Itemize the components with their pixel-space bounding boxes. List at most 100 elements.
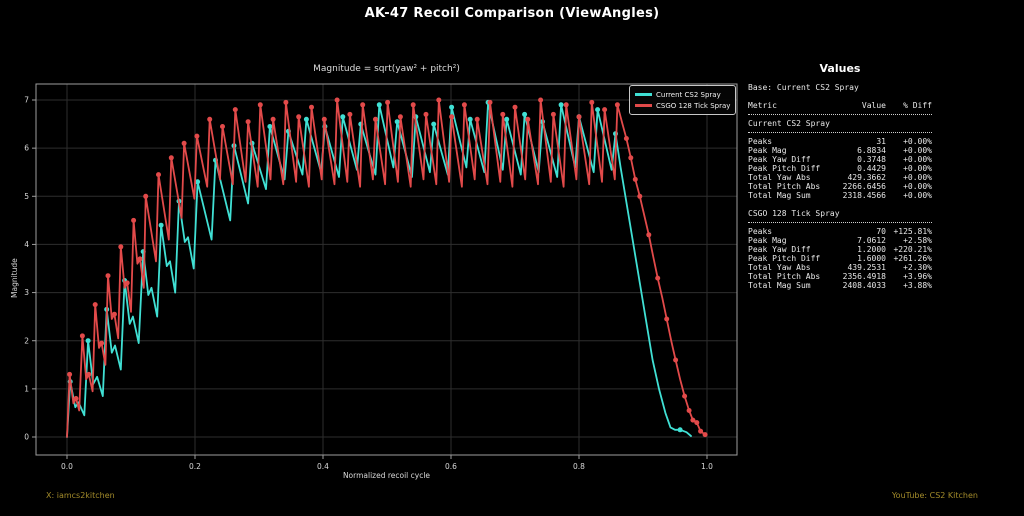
values-cell: +0.00% (903, 146, 932, 155)
series-marker-1 (500, 111, 506, 117)
series-marker-1 (550, 111, 556, 117)
values-cell: +3.96% (903, 272, 932, 281)
series-marker-1 (67, 371, 73, 377)
series-marker-1 (576, 114, 582, 120)
x-tick-label: 0.4 (317, 462, 329, 471)
chart-subtitle: Magnitude = sqrt(yaw² + pitch²) (313, 64, 460, 74)
x-axis-label: Normalized recoil cycle (342, 471, 431, 480)
x-tick-label: 0.0 (61, 462, 73, 471)
values-row: Total Yaw Abs 439.2531 +2.30% (748, 263, 932, 272)
series-marker-0 (195, 179, 201, 185)
series-marker-1 (664, 316, 670, 322)
series-marker-1 (682, 393, 688, 399)
series-marker-0 (394, 119, 400, 125)
series-marker-1 (474, 116, 480, 122)
series-marker-1 (245, 119, 251, 125)
series-marker-0 (449, 104, 455, 110)
values-cell: Peak Yaw Diff (748, 155, 811, 164)
values-section-name: Current CS2 Spray (748, 119, 830, 128)
values-cell: Total Yaw Abs (748, 263, 811, 272)
y-tick-label: 0 (24, 433, 29, 442)
values-cell: +3.88% (903, 281, 932, 290)
values-row: Total Pitch Abs 2356.4918 +3.96% (748, 272, 932, 281)
values-cell: 429.3662 (847, 173, 886, 182)
series-marker-1 (602, 107, 608, 113)
values-cell: Peak Pitch Diff (748, 164, 821, 173)
series-line-1 (66, 99, 706, 438)
values-cell: Metric (748, 101, 777, 110)
values-cell: 6.8834 (857, 146, 886, 155)
values-cell: Peak Mag (748, 236, 787, 245)
x-tick-label: 0.2 (189, 462, 201, 471)
dotted-separator (748, 110, 932, 115)
series-marker-1 (270, 116, 276, 122)
series-marker-0 (595, 107, 601, 113)
values-cell: +0.00% (903, 155, 932, 164)
series-marker-1 (296, 114, 302, 120)
y-tick-label: 3 (24, 288, 29, 297)
values-cell: 2266.6456 (842, 182, 886, 191)
values-row: Peak Mag 6.8834 +0.00% (748, 146, 932, 155)
series-marker-1 (220, 124, 225, 129)
y-tick-label: 4 (24, 240, 29, 249)
chart-legend: Current CS2 Spray CSGO 128 Tick Spray (629, 85, 736, 115)
series-marker-1 (512, 104, 518, 110)
legend-item-cs2: Current CS2 Spray (635, 89, 730, 100)
values-cell: Total Pitch Abs (748, 272, 821, 281)
y-axis-label: Magnitude (10, 258, 19, 298)
plot-frame (35, 83, 738, 456)
values-cell: 2408.4033 (842, 281, 886, 290)
values-cell: +0.00% (903, 173, 932, 182)
series-marker-1 (181, 140, 187, 146)
series-marker-1 (449, 114, 455, 120)
series-marker-1 (525, 116, 531, 122)
y-tick-label: 1 (24, 384, 29, 393)
values-row: Peaks 31 +0.00% (748, 137, 932, 146)
series-marker-0 (467, 116, 473, 122)
values-table: Base: Current CS2 Spray Metric Value % Diff… (748, 83, 932, 290)
series-marker-0 (504, 116, 510, 122)
values-cell: Total Pitch Abs (748, 182, 821, 191)
series-marker-1 (632, 176, 638, 182)
series-marker-0 (558, 102, 564, 108)
values-row: Peak Pitch Diff 1.6000 +261.26% (748, 254, 932, 263)
values-cell: Peak Mag (748, 146, 787, 155)
series-marker-1 (168, 155, 174, 161)
series-marker-1 (309, 104, 314, 110)
values-cell: +220.21% (893, 245, 932, 254)
series-marker-1 (686, 408, 692, 413)
values-row: Peak Pitch Diff 0.4429 +0.00% (748, 164, 932, 173)
series-marker-1 (283, 99, 289, 105)
series-marker-1 (487, 99, 493, 105)
series-marker-1 (436, 97, 442, 103)
series-marker-0 (340, 114, 346, 120)
series-marker-1 (105, 273, 111, 279)
legend-item-csgo: CSGO 128 Tick Spray (635, 100, 730, 111)
cs2-line-swatch (635, 93, 652, 96)
series-marker-1 (397, 114, 403, 120)
series-marker-1 (99, 340, 105, 346)
values-cell: +2.58% (903, 236, 932, 245)
values-row: Peak Yaw Diff 1.2000 +220.21% (748, 245, 932, 254)
series-marker-1 (124, 280, 130, 286)
series-marker-1 (646, 232, 652, 238)
values-cell: 7.0612 (857, 236, 886, 245)
series-marker-0 (158, 222, 164, 228)
series-marker-0 (267, 124, 273, 129)
values-cell: +261.26% (893, 254, 932, 263)
y-tick-label: 7 (24, 96, 29, 105)
series-marker-1 (702, 432, 708, 438)
series-marker-1 (694, 420, 700, 426)
values-cell: Value (861, 101, 886, 110)
series-marker-1 (423, 111, 429, 117)
values-cell: 2356.4918 (842, 272, 886, 281)
values-cell: 2318.4566 (842, 191, 886, 200)
y-tick-label: 2 (24, 336, 29, 345)
x-tick-label: 0.6 (445, 462, 457, 471)
values-cell: 439.2531 (847, 263, 886, 272)
series-marker-1 (589, 99, 595, 105)
values-cell: +0.00% (903, 164, 932, 173)
series-marker-1 (207, 116, 213, 122)
values-row: Peak Mag 7.0612 +2.58% (748, 236, 932, 245)
footer-x-handle: X: iamcs2kitchen (46, 491, 115, 500)
